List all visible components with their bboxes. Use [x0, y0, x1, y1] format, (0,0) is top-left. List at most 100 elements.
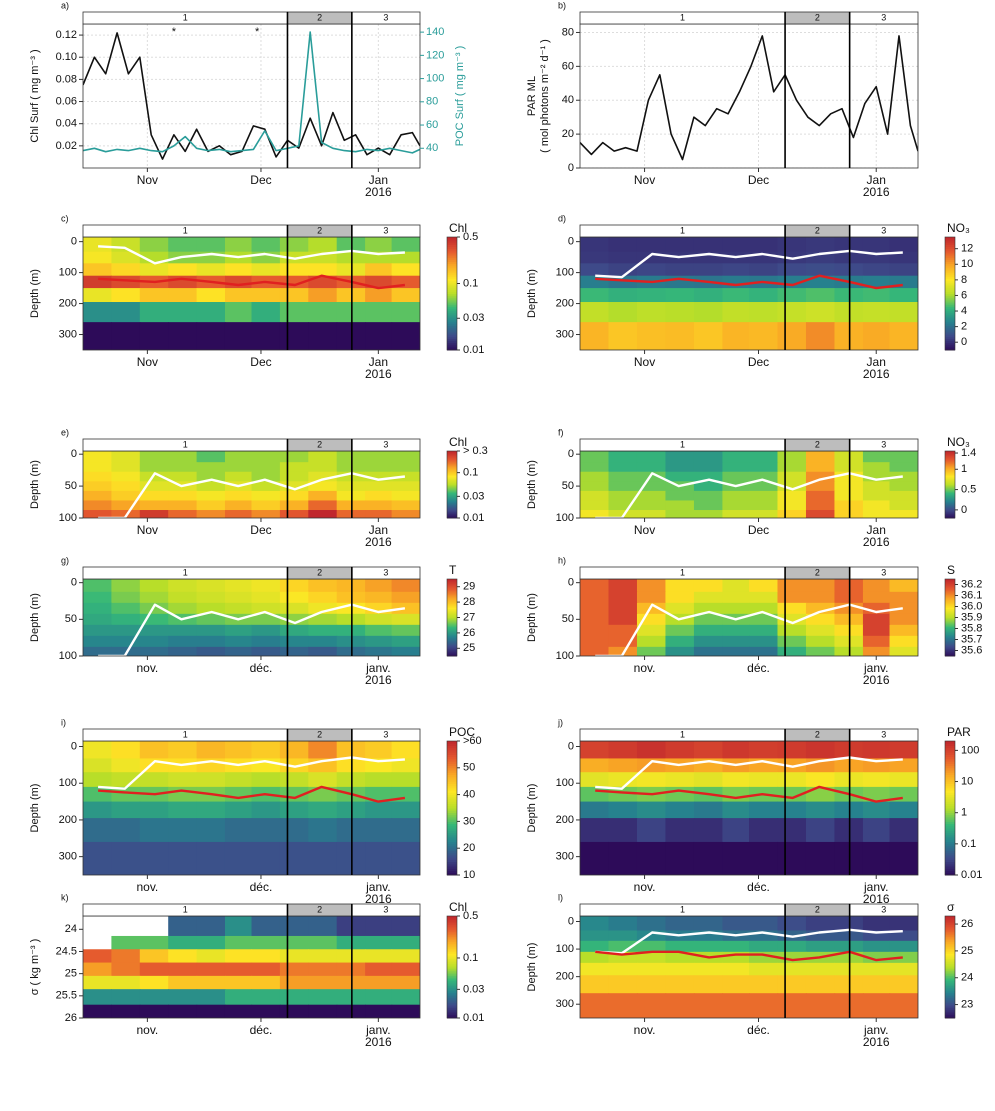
- x-tick-label: Jan: [867, 173, 886, 187]
- x-tick-label: Dec: [250, 523, 271, 537]
- colorbar-step: [945, 839, 955, 842]
- cell: [196, 462, 226, 473]
- cell: [805, 237, 836, 253]
- y-tick-label: 100: [556, 777, 574, 789]
- colorbar-step: [447, 783, 457, 787]
- cell: [665, 462, 695, 473]
- colorbar-step: [447, 866, 457, 869]
- x-tick-label: déc.: [250, 661, 273, 675]
- colorbar-step: [447, 511, 457, 513]
- cell: [777, 940, 807, 953]
- x-tick-label: nov.: [634, 661, 656, 675]
- colorbar-step: [447, 270, 457, 274]
- y-tick-label: 80: [562, 26, 574, 38]
- colorbar-step: [945, 600, 955, 603]
- cell: [196, 591, 226, 604]
- colorbar-step: [945, 634, 955, 636]
- cell: [580, 951, 610, 964]
- cell: [308, 490, 338, 502]
- cell: [224, 989, 253, 1006]
- colorbar-step: [447, 463, 457, 465]
- series-line: [595, 274, 903, 290]
- cell: [862, 786, 891, 803]
- cell: [308, 841, 338, 875]
- colorbar-step: [447, 767, 457, 771]
- colorbar-step: [447, 594, 457, 597]
- colorbar-step: [945, 238, 955, 242]
- y-axis-title: Depth (m): [526, 943, 538, 992]
- colorbar-step: [945, 478, 955, 481]
- cell: [889, 302, 918, 323]
- colorbar-tick-label: 23: [961, 998, 973, 1010]
- colorbar-step: [945, 585, 955, 588]
- panel-label: c): [61, 213, 69, 223]
- colorbar-step: [447, 819, 457, 822]
- cell: [693, 646, 724, 656]
- y-tick-label: 300: [556, 998, 574, 1010]
- cell: [139, 263, 169, 277]
- colorbar-step: [447, 1002, 457, 1005]
- colorbar-step: [447, 776, 457, 780]
- colorbar-tick-label: 0.1: [463, 467, 478, 479]
- cell: [168, 989, 198, 1006]
- colorbar-step: [447, 582, 457, 585]
- cell: [580, 602, 610, 615]
- colorbar-step: [945, 472, 955, 474]
- colorbar-step: [447, 956, 457, 959]
- colorbar-step: [945, 843, 955, 847]
- cell: [111, 758, 141, 773]
- colorbar-step: [945, 763, 955, 767]
- cell: [168, 263, 198, 277]
- colorbar-step: [945, 514, 955, 517]
- colorbar-step: [447, 609, 457, 612]
- cell: [580, 302, 610, 323]
- colorbar-step: [447, 599, 457, 602]
- y-tick-label: 50: [562, 480, 574, 492]
- colorbar-step: [945, 861, 955, 865]
- cell: [168, 591, 198, 604]
- cell: [805, 462, 836, 473]
- colorbar-step: [945, 650, 955, 653]
- cell: [365, 602, 393, 615]
- cell: [862, 237, 891, 253]
- colorbar-title: σ: [947, 900, 955, 914]
- colorbar-step: [945, 617, 955, 620]
- cell: [251, 801, 281, 819]
- cell: [168, 801, 198, 819]
- cell: [111, 989, 141, 1006]
- colorbar-step: [447, 756, 457, 760]
- series-line: [595, 785, 903, 803]
- cell: [224, 237, 253, 253]
- cell: [665, 801, 695, 819]
- colorbar-step: [447, 919, 457, 922]
- period-label: 2: [317, 904, 322, 914]
- colorbar-step: [945, 614, 955, 617]
- cell: [279, 510, 309, 518]
- colorbar-step: [945, 931, 955, 934]
- cell: [722, 263, 750, 277]
- colorbar-step: [447, 916, 457, 919]
- colorbar-step: [447, 602, 457, 604]
- cell: [805, 772, 836, 788]
- colorbar-step: [447, 931, 457, 934]
- colorbar-step: [945, 475, 955, 478]
- cell: [279, 602, 309, 615]
- colorbar-step: [447, 605, 457, 608]
- cell: [749, 451, 779, 463]
- cell: [749, 801, 779, 819]
- colorbar-step: [447, 269, 457, 272]
- colorbar-step: [447, 859, 457, 863]
- plot-area: [83, 24, 420, 168]
- colorbar-step: [945, 772, 955, 775]
- cell: [251, 818, 281, 843]
- colorbar-step: [945, 496, 955, 499]
- cell: [391, 962, 420, 977]
- cell: [749, 635, 779, 648]
- cell: [889, 951, 918, 964]
- colorbar-step: [945, 854, 955, 858]
- cell: [580, 462, 610, 473]
- period-label: 1: [183, 904, 188, 914]
- series-line: [595, 756, 903, 790]
- y-tick-label: 200: [59, 297, 77, 309]
- period-label: 3: [383, 904, 388, 914]
